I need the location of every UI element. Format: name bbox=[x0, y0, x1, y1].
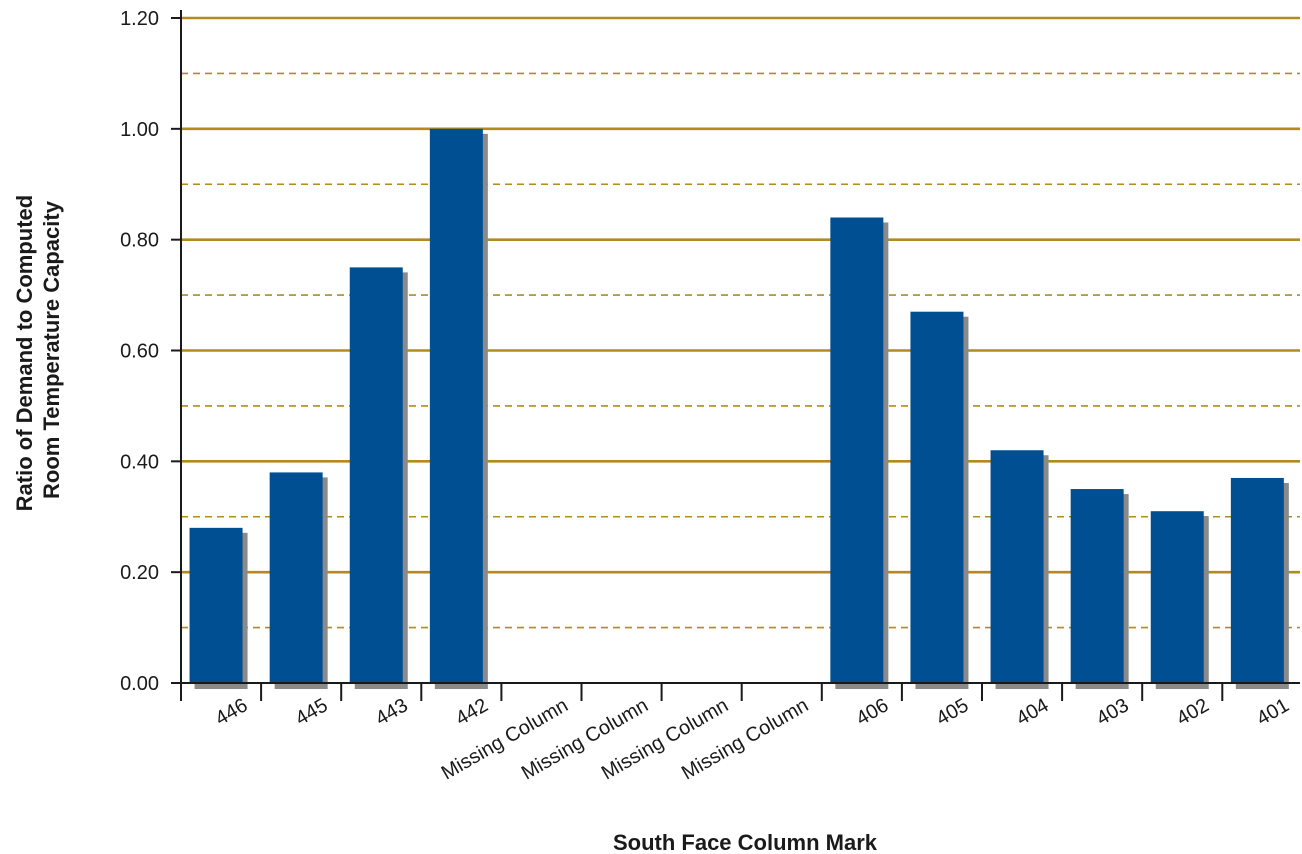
y-tick-label: 0.00 bbox=[120, 673, 159, 695]
x-tick-label: 406 bbox=[852, 694, 892, 730]
bar bbox=[269, 472, 323, 683]
x-tick-label: 443 bbox=[372, 694, 412, 730]
x-tick-label: 403 bbox=[1093, 694, 1133, 730]
bar bbox=[830, 217, 884, 683]
bar bbox=[1230, 477, 1284, 683]
y-axis-title-line-2: Room Temperature Capacity bbox=[39, 200, 64, 499]
x-tick-label: 405 bbox=[933, 694, 973, 730]
y-tick-label: 0.40 bbox=[120, 451, 159, 473]
x-tick-label: 442 bbox=[452, 694, 492, 730]
bar bbox=[189, 527, 243, 683]
x-tick-label: 401 bbox=[1253, 694, 1293, 730]
x-tick-label: 446 bbox=[212, 694, 252, 730]
bar bbox=[429, 128, 483, 684]
bar bbox=[1150, 511, 1204, 683]
x-tick-label: 402 bbox=[1173, 694, 1213, 730]
x-axis-title: South Face Column Mark bbox=[613, 830, 878, 854]
bar bbox=[910, 311, 964, 683]
x-tick-label: 404 bbox=[1013, 694, 1053, 730]
y-tick-label: 1.20 bbox=[120, 8, 159, 30]
axes bbox=[171, 10, 1300, 701]
bar bbox=[349, 267, 403, 683]
y-tick-label: 1.00 bbox=[120, 119, 159, 141]
bar bbox=[1070, 489, 1124, 683]
y-axis-title-line-1: Ratio of Demand to Computed bbox=[12, 195, 37, 512]
y-axis-title: Ratio of Demand to Computed Room Tempera… bbox=[12, 189, 64, 512]
bar bbox=[990, 450, 1044, 683]
y-tick-label: 0.20 bbox=[120, 562, 159, 584]
bars bbox=[189, 128, 1289, 690]
gridlines bbox=[181, 16, 1300, 629]
x-tick-label: 445 bbox=[292, 694, 332, 730]
y-tick-label: 0.80 bbox=[120, 230, 159, 252]
y-tick-label: 0.60 bbox=[120, 341, 159, 363]
